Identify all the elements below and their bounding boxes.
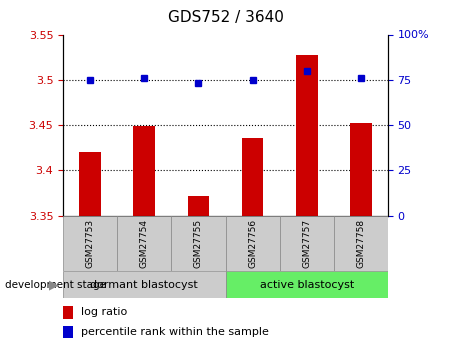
Bar [63, 306, 73, 318]
Bar [242, 138, 263, 216]
Bar [334, 216, 388, 271]
Bar [296, 55, 318, 216]
Bar [226, 216, 280, 271]
Text: GSM27755: GSM27755 [194, 219, 203, 268]
Text: GSM27756: GSM27756 [248, 219, 257, 268]
Text: active blastocyst: active blastocyst [260, 280, 354, 289]
Bar [171, 216, 226, 271]
Bar [79, 152, 101, 216]
Text: log ratio: log ratio [81, 307, 127, 317]
Text: GSM27758: GSM27758 [356, 219, 365, 268]
Bar [63, 216, 117, 271]
Text: percentile rank within the sample: percentile rank within the sample [81, 327, 269, 337]
Bar [133, 126, 155, 216]
Text: ▶: ▶ [49, 278, 59, 291]
Bar [280, 216, 334, 271]
Bar [226, 271, 388, 298]
Bar [63, 271, 226, 298]
Bar [350, 123, 372, 216]
Text: GSM27754: GSM27754 [140, 219, 149, 268]
Text: GDS752 / 3640: GDS752 / 3640 [168, 10, 283, 25]
Bar [63, 326, 73, 338]
Bar [188, 196, 209, 216]
Bar [117, 216, 171, 271]
Text: dormant blastocyst: dormant blastocyst [91, 280, 198, 289]
Text: development stage: development stage [5, 280, 106, 289]
Text: GSM27753: GSM27753 [86, 219, 95, 268]
Text: GSM27757: GSM27757 [302, 219, 311, 268]
